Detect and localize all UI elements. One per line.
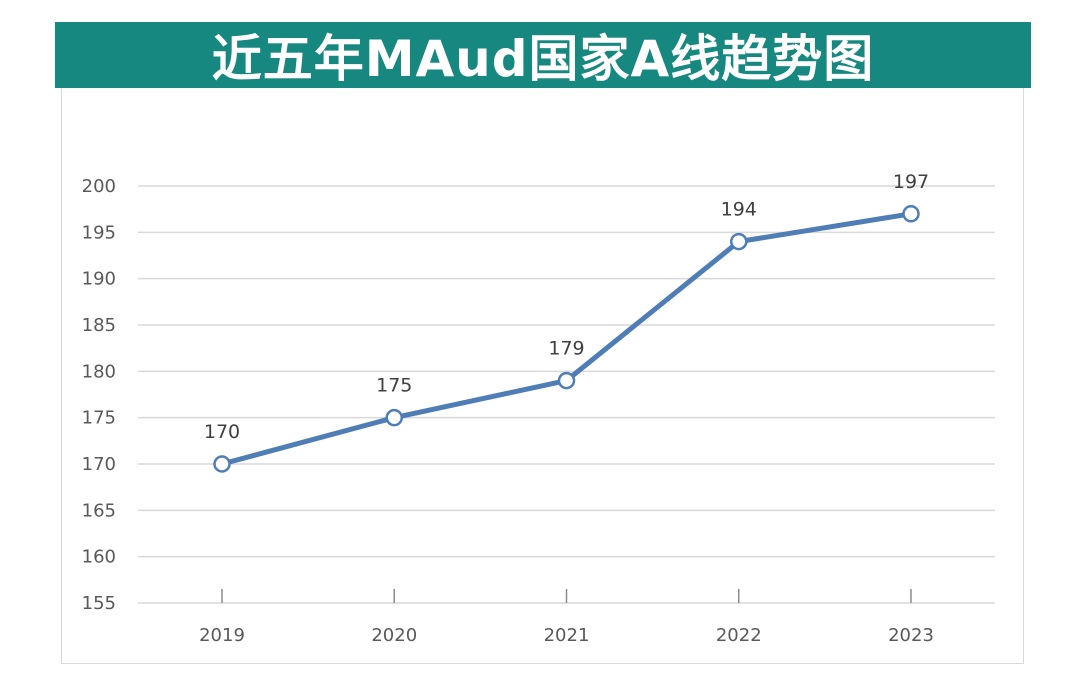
chart-title: 近五年MAud国家A线趋势图 xyxy=(211,30,875,88)
gridlines xyxy=(138,185,995,604)
y-tick-label: 160 xyxy=(82,547,116,568)
x-tick-label: 2022 xyxy=(716,625,762,646)
data-labels: 170 175 179 194 197 xyxy=(204,171,929,443)
x-tick-label: 2019 xyxy=(199,625,245,646)
series-markers xyxy=(213,205,920,473)
x-tick-label: 2020 xyxy=(371,625,417,646)
x-axis-labels: 2019 2020 2021 2022 2023 xyxy=(199,589,934,646)
y-tick-label: 170 xyxy=(82,454,116,475)
data-label: 194 xyxy=(721,199,757,221)
data-point xyxy=(730,232,748,251)
title-banner: 近五年MAud国家A线趋势图 xyxy=(55,22,1031,88)
y-tick-label: 200 xyxy=(82,176,116,197)
y-tick-label: 195 xyxy=(82,222,116,243)
data-point xyxy=(385,408,403,427)
y-tick-label: 165 xyxy=(82,500,116,521)
data-label: 179 xyxy=(548,338,584,360)
data-label: 170 xyxy=(204,421,240,443)
data-point xyxy=(557,371,576,390)
y-axis-labels: 155 160 165 170 175 180 185 190 195 200 xyxy=(82,176,116,614)
data-label: 175 xyxy=(376,375,412,397)
data-label: 197 xyxy=(893,171,929,193)
y-tick-label: 190 xyxy=(82,269,116,290)
x-tick-label: 2023 xyxy=(888,625,934,646)
y-tick-label: 155 xyxy=(82,593,116,614)
x-tick-label: 2021 xyxy=(544,625,590,646)
data-point xyxy=(902,205,920,223)
y-tick-label: 175 xyxy=(82,408,116,429)
y-tick-label: 185 xyxy=(82,315,116,336)
chart-frame xyxy=(61,88,1024,664)
data-point xyxy=(213,455,231,473)
y-tick-label: 180 xyxy=(82,361,116,382)
